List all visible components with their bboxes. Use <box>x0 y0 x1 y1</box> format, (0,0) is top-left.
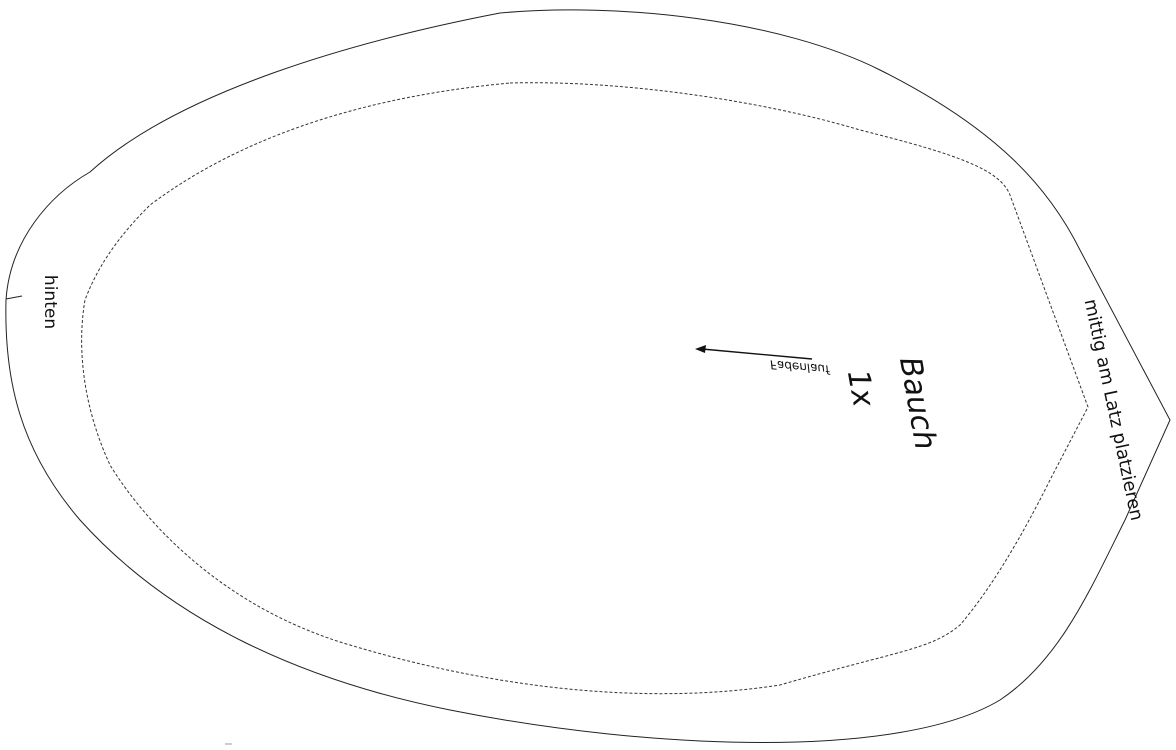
center-placement-label: mittig am Latz platzieren <box>1080 297 1148 522</box>
grain-line <box>695 345 813 360</box>
grain-arrow-icon <box>695 345 706 353</box>
seam-line <box>81 82 1089 695</box>
piece-name: Bauch <box>892 354 943 452</box>
outer-cut-line <box>5 9 1171 743</box>
grain-label: Fadenlauf <box>769 357 831 376</box>
back-notch <box>5 295 23 300</box>
back-label: hinten <box>40 275 60 329</box>
piece-count: 1x <box>840 367 881 410</box>
grain-line-shaft <box>701 348 813 360</box>
